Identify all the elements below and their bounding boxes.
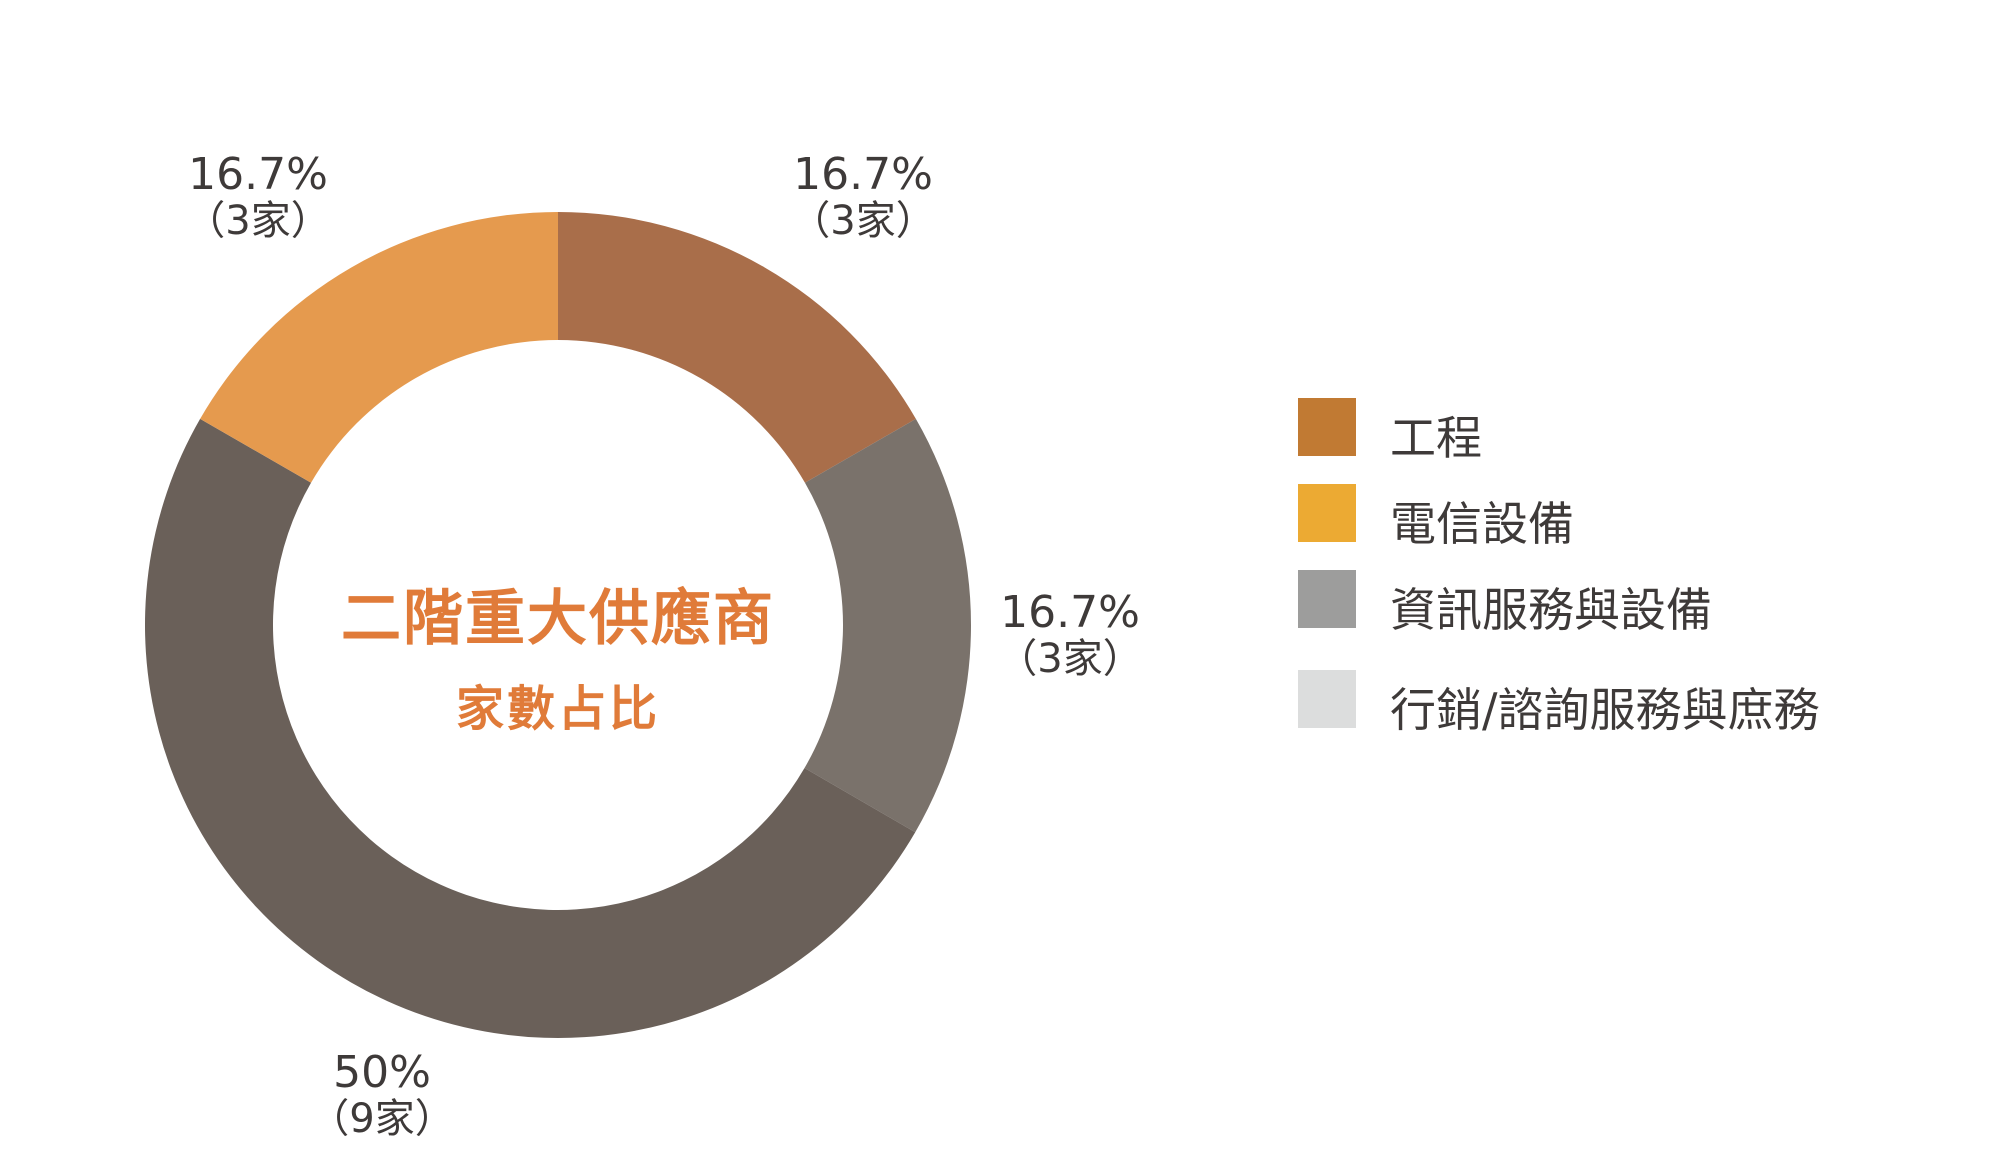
legend-label: 工程 <box>1390 411 1482 465</box>
slice-1-count: （3家） <box>790 198 936 245</box>
slice-label-3: 50% （9家） <box>309 1048 454 1142</box>
legend-swatch <box>1298 670 1356 728</box>
legend-swatch <box>1298 570 1356 628</box>
slice-4-percent: 16.7% <box>188 149 328 200</box>
slice-2-percent: 16.7% <box>1000 587 1140 638</box>
legend-label: 資訊服務與設備 <box>1390 583 1712 637</box>
legend-item-marketing-consulting: 行銷/諮詢服務與庶務 <box>1298 670 1918 737</box>
slice-label-2: 16.7% （3家） <box>997 588 1142 682</box>
slice-1-percent: 16.7% <box>793 149 933 200</box>
slice-3-percent: 50% <box>333 1047 431 1098</box>
chart-subtitle: 家數占比 <box>455 681 660 737</box>
legend-label: 行銷/諮詢服務與庶務 <box>1390 683 1820 737</box>
chart-title: 二階重大供應商 <box>341 584 775 654</box>
legend-swatch <box>1298 484 1356 542</box>
slice-4-count: （3家） <box>185 198 331 245</box>
legend-swatch <box>1298 398 1356 456</box>
donut-slice-2 <box>804 418 971 833</box>
slice-label-4: 16.7% （3家） <box>185 150 330 244</box>
slice-label-1: 16.7% （3家） <box>790 150 935 244</box>
chart-center-title: 二階重大供應商 家數占比 <box>341 570 775 739</box>
legend-item-engineering: 工程 <box>1298 398 1918 465</box>
donut-slice-4 <box>200 212 559 483</box>
legend-item-it-services: 資訊服務與設備 <box>1298 570 1918 637</box>
legend-label: 電信設備 <box>1390 497 1574 551</box>
donut-slice-3 <box>144 418 916 1039</box>
slice-2-count: （3家） <box>997 636 1143 683</box>
legend-item-telecom-equipment: 電信設備 <box>1298 484 1918 551</box>
donut-slice-1 <box>558 212 916 483</box>
slice-3-count: （9家） <box>309 1096 455 1143</box>
